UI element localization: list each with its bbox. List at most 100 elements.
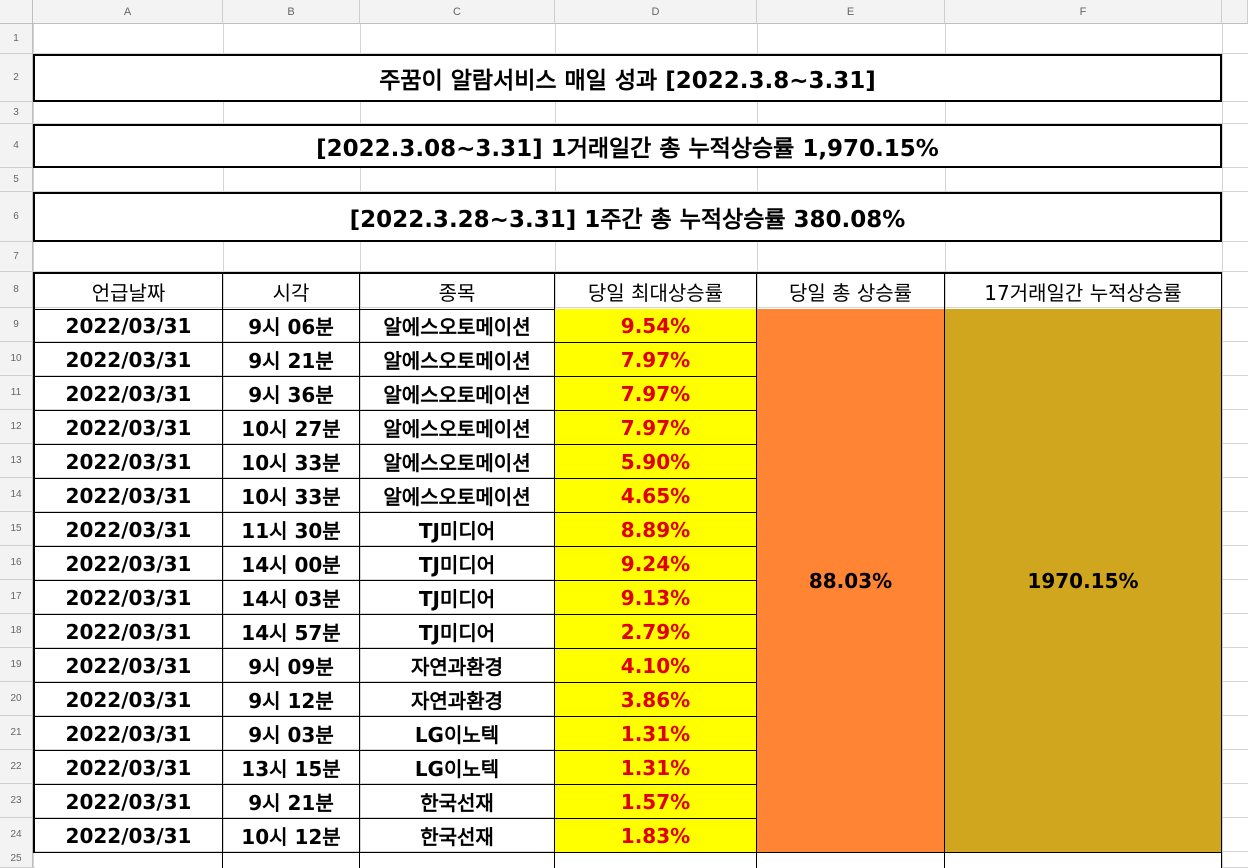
max-rate-cell[interactable]: 5.90% [555,445,757,479]
time-cell[interactable]: 9시 06분 [223,309,360,343]
date-cell[interactable]: 2022/03/31 [35,377,223,411]
banner-title[interactable]: 주꿈이 알람서비스 매일 성과 [2022.3.8~3.31] [33,54,1222,102]
row-header-10[interactable]: 10 [0,342,33,376]
date-cell[interactable]: 2022/03/31 [35,581,223,615]
stock-cell[interactable]: 자연과환경 [360,649,555,683]
blank-cell[interactable] [757,853,945,868]
stock-cell[interactable]: LG이노텍 [360,751,555,785]
stock-cell[interactable]: TJ미디어 [360,615,555,649]
max-rate-cell[interactable]: 7.97% [555,377,757,411]
table-header-cell[interactable]: 시각 [223,274,360,310]
row-header-19[interactable]: 19 [0,648,33,682]
blank-cell[interactable] [35,853,223,868]
table-header-cell[interactable]: 당일 총 상승률 [757,274,945,310]
stock-cell[interactable]: 한국선재 [360,819,555,853]
time-cell[interactable]: 10시 12분 [223,819,360,853]
date-cell[interactable]: 2022/03/31 [35,615,223,649]
max-rate-cell[interactable]: 2.79% [555,615,757,649]
time-cell[interactable]: 14시 03분 [223,581,360,615]
row-header-8[interactable]: 8 [0,272,33,308]
max-rate-cell[interactable]: 1.31% [555,717,757,751]
row-header-7[interactable]: 7 [0,242,33,272]
date-cell[interactable]: 2022/03/31 [35,411,223,445]
max-rate-cell[interactable]: 1.83% [555,819,757,853]
stock-cell[interactable]: LG이노텍 [360,717,555,751]
time-cell[interactable]: 10시 27분 [223,411,360,445]
stock-cell[interactable]: 알에스오토메이션 [360,343,555,377]
table-header-cell[interactable]: 종목 [360,274,555,310]
row-header-2[interactable]: 2 [0,54,33,102]
time-cell[interactable]: 9시 36분 [223,377,360,411]
time-cell[interactable]: 14시 00분 [223,547,360,581]
row-header-6[interactable]: 6 [0,192,33,242]
stock-cell[interactable]: 알에스오토메이션 [360,309,555,343]
stock-cell[interactable]: 알에스오토메이션 [360,445,555,479]
banner-cumulative[interactable]: [2022.3.08~3.31] 1거래일간 총 누적상승률 1,970.15% [33,124,1222,168]
column-header-a[interactable]: A [33,0,223,24]
time-cell[interactable]: 9시 12분 [223,683,360,717]
blank-cell[interactable] [223,853,360,868]
time-cell[interactable]: 9시 09분 [223,649,360,683]
table-header-cell[interactable]: 당일 최대상승률 [555,274,757,310]
stock-cell[interactable]: TJ미디어 [360,513,555,547]
table-header-cell[interactable]: 언급날짜 [35,274,223,310]
max-rate-cell[interactable]: 9.13% [555,581,757,615]
row-header-1[interactable]: 1 [0,24,33,54]
max-rate-cell[interactable]: 4.65% [555,479,757,513]
row-header-20[interactable]: 20 [0,682,33,716]
date-cell[interactable]: 2022/03/31 [35,751,223,785]
row-header-9[interactable]: 9 [0,308,33,342]
stock-cell[interactable]: 알에스오토메이션 [360,479,555,513]
row-header-18[interactable]: 18 [0,614,33,648]
max-rate-cell[interactable]: 1.31% [555,751,757,785]
max-rate-cell[interactable]: 9.24% [555,547,757,581]
column-header-d[interactable]: D [555,0,757,24]
time-cell[interactable]: 10시 33분 [223,445,360,479]
max-rate-cell[interactable]: 8.89% [555,513,757,547]
max-rate-cell[interactable]: 1.57% [555,785,757,819]
date-cell[interactable]: 2022/03/31 [35,717,223,751]
time-cell[interactable]: 13시 15분 [223,751,360,785]
banner-weekly[interactable]: [2022.3.28~3.31] 1주간 총 누적상승률 380.08% [33,192,1222,242]
select-all-corner[interactable] [0,0,33,24]
max-rate-cell[interactable]: 3.86% [555,683,757,717]
time-cell[interactable]: 9시 21분 [223,343,360,377]
row-header-23[interactable]: 23 [0,784,33,818]
date-cell[interactable]: 2022/03/31 [35,343,223,377]
max-rate-cell[interactable]: 9.54% [555,309,757,343]
time-cell[interactable]: 10시 33분 [223,479,360,513]
table-header-cell[interactable]: 17거래일간 누적상승률 [945,274,1222,310]
max-rate-cell[interactable]: 7.97% [555,343,757,377]
daily-total-rate-cell[interactable]: 88.03% [757,309,945,853]
date-cell[interactable]: 2022/03/31 [35,309,223,343]
cumulative-rate-cell[interactable]: 1970.15% [945,309,1222,853]
time-cell[interactable]: 9시 03분 [223,717,360,751]
row-header-5[interactable]: 5 [0,168,33,192]
row-header-4[interactable]: 4 [0,124,33,168]
row-header-14[interactable]: 14 [0,478,33,512]
date-cell[interactable]: 2022/03/31 [35,819,223,853]
row-header-3[interactable]: 3 [0,102,33,124]
date-cell[interactable]: 2022/03/31 [35,649,223,683]
time-cell[interactable]: 11시 30분 [223,513,360,547]
column-header-c[interactable]: C [360,0,555,24]
column-header-f[interactable]: F [945,0,1222,24]
time-cell[interactable]: 9시 21분 [223,785,360,819]
date-cell[interactable]: 2022/03/31 [35,513,223,547]
row-header-22[interactable]: 22 [0,750,33,784]
row-header-17[interactable]: 17 [0,580,33,614]
date-cell[interactable]: 2022/03/31 [35,785,223,819]
date-cell[interactable]: 2022/03/31 [35,445,223,479]
stock-cell[interactable]: TJ미디어 [360,547,555,581]
row-header-11[interactable]: 11 [0,376,33,410]
row-header-12[interactable]: 12 [0,410,33,444]
max-rate-cell[interactable]: 7.97% [555,411,757,445]
column-header-b[interactable]: B [223,0,360,24]
date-cell[interactable]: 2022/03/31 [35,479,223,513]
stock-cell[interactable]: 알에스오토메이션 [360,377,555,411]
blank-cell[interactable] [555,853,757,868]
row-header-24[interactable]: 24 [0,818,33,852]
stock-cell[interactable]: 알에스오토메이션 [360,411,555,445]
stock-cell[interactable]: TJ미디어 [360,581,555,615]
